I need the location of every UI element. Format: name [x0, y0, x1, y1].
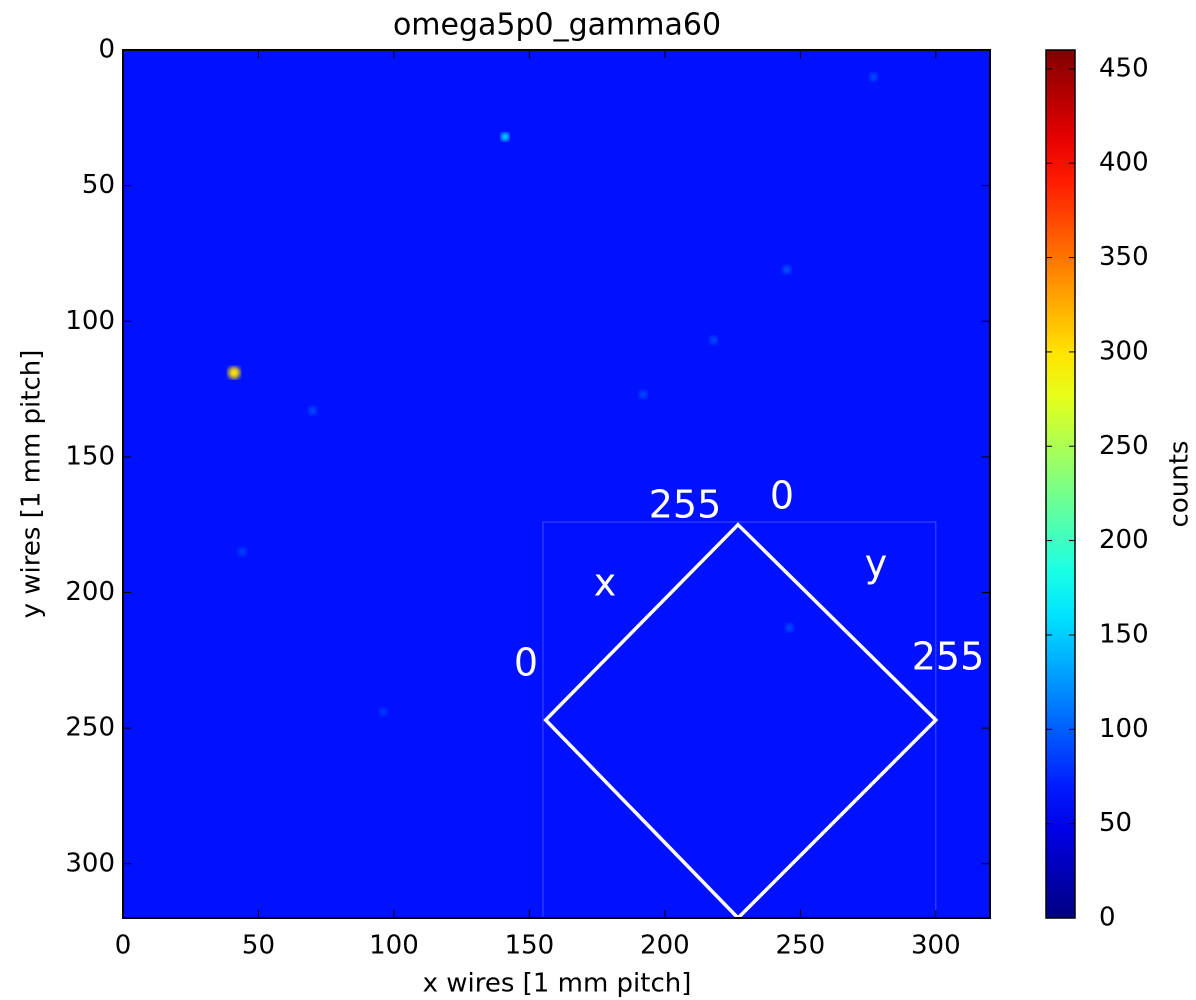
annotation: 255 [912, 635, 985, 679]
colorbar-tick-label: 100 [1099, 714, 1149, 744]
y-tick-label: 50 [82, 170, 115, 200]
y-tick-label: 0 [98, 35, 115, 65]
chart-title: omega5p0_gamma60 [393, 8, 721, 43]
heatmap-spot [639, 390, 648, 399]
annotation: 255 [649, 483, 722, 527]
x-tick-label: 0 [115, 931, 132, 961]
colorbar-tick-label: 250 [1099, 431, 1149, 461]
y-tick-label: 200 [65, 577, 115, 607]
heatmap-spot [869, 73, 878, 82]
heatmap-spot [379, 707, 388, 716]
x-tick-label: 150 [505, 931, 555, 961]
colorbar-tick-label: 200 [1099, 525, 1149, 555]
y-axis-label: y wires [1 mm pitch] [17, 350, 47, 619]
x-axis-label: x wires [1 mm pitch] [423, 969, 692, 999]
x-tick-label: 100 [369, 931, 419, 961]
colorbar-tick-label: 150 [1099, 619, 1149, 649]
colorbar-tick-label: 300 [1099, 336, 1149, 366]
x-tick-label: 200 [640, 931, 690, 961]
annotation: y [865, 542, 888, 586]
plot-frame [122, 49, 991, 919]
colorbar-tick-label: 0 [1099, 903, 1116, 933]
colorbar-tick-label: 50 [1099, 808, 1132, 838]
y-tick-label: 300 [65, 848, 115, 878]
heatmap-spot [308, 406, 317, 415]
x-tick-label: 50 [242, 931, 275, 961]
heatmap-spot [501, 132, 510, 141]
annotation: x [594, 561, 617, 605]
colorbar-tick-label: 450 [1099, 53, 1149, 83]
y-tick-label: 100 [65, 306, 115, 336]
heatmap-background [123, 50, 990, 918]
colorbar-tick-label: 350 [1099, 242, 1149, 272]
heatmap-spot [238, 547, 247, 556]
heatmap-spot [709, 336, 718, 345]
heatmap-spot [228, 366, 241, 379]
y-tick-label: 250 [65, 713, 115, 743]
annotation: 0 [770, 474, 794, 518]
heatmap-spot [782, 265, 791, 274]
y-tick-label: 150 [65, 441, 115, 471]
annotation: 0 [514, 641, 538, 685]
x-tick-label: 300 [911, 931, 961, 961]
heatmap-spot [785, 623, 794, 632]
x-tick-label: 250 [776, 931, 826, 961]
colorbar-label: counts [1165, 441, 1195, 528]
colorbar-tick-label: 400 [1099, 148, 1149, 178]
colorbar [1045, 49, 1076, 919]
